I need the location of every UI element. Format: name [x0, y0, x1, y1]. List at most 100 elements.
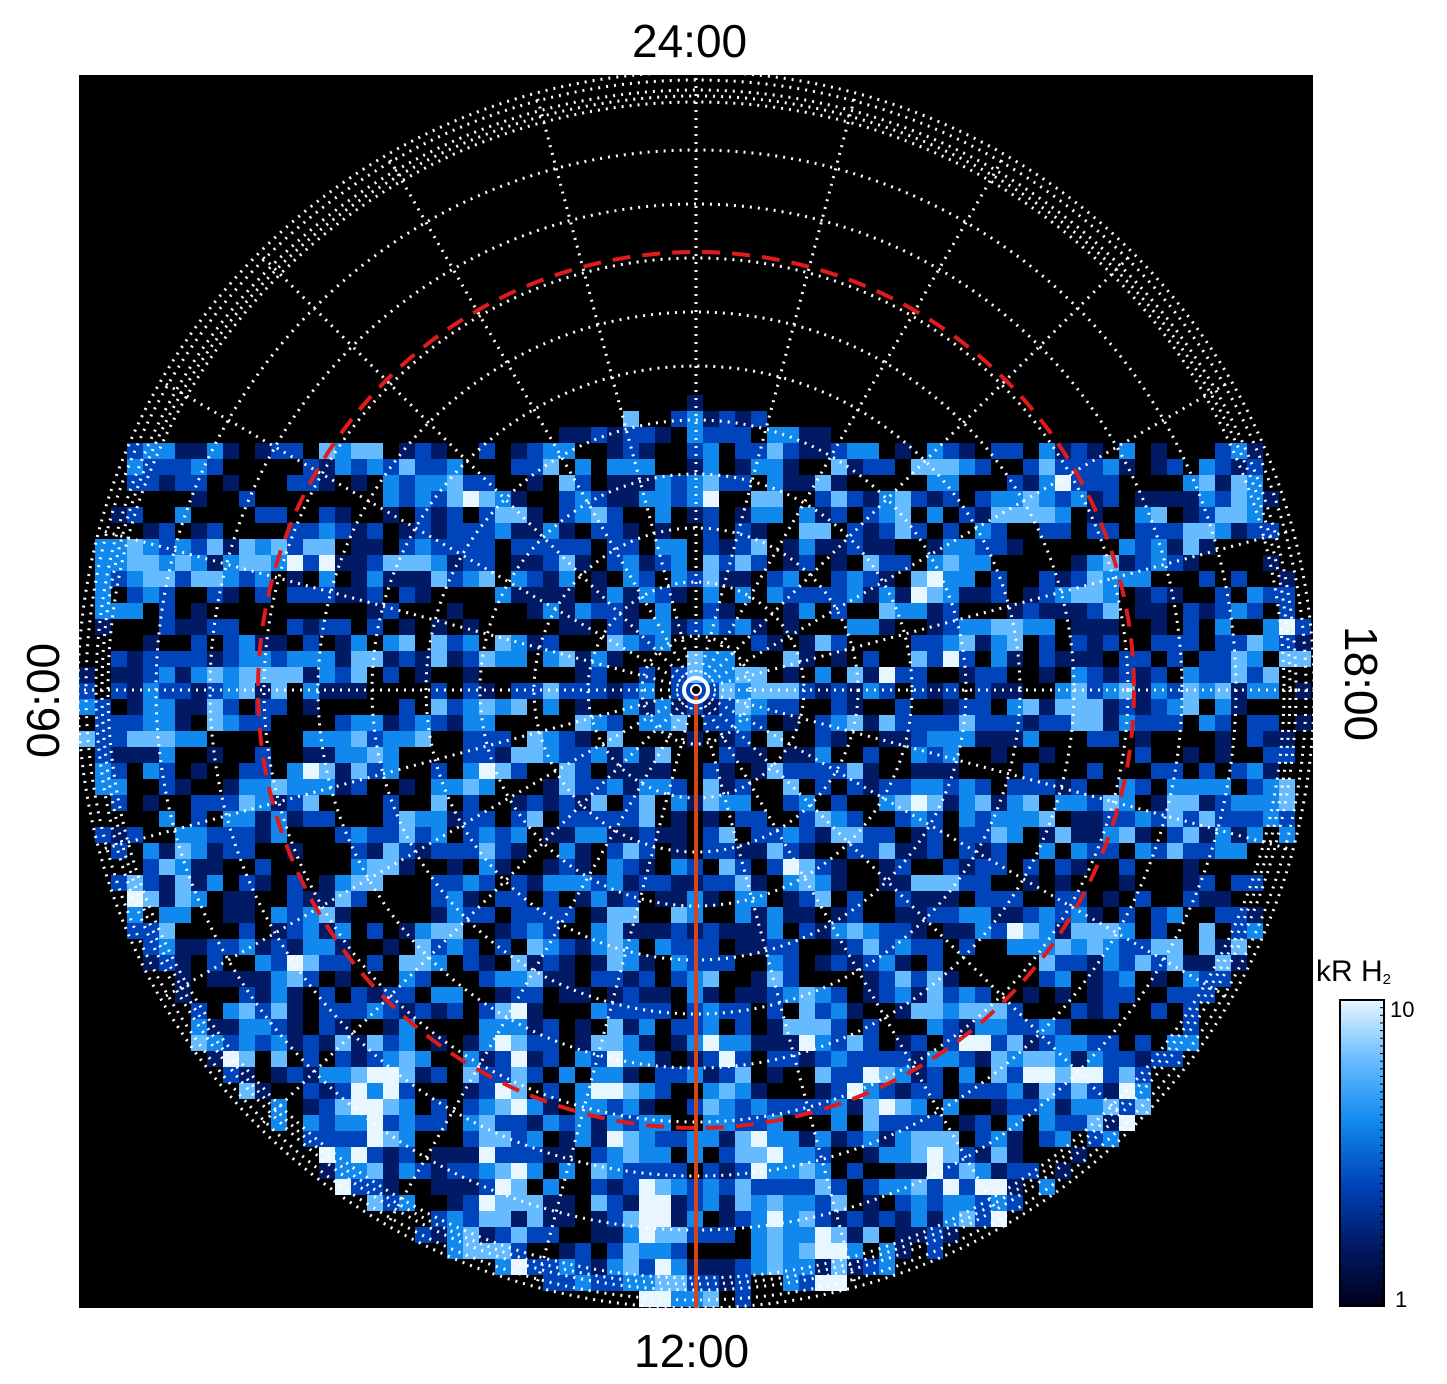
emission-cell [447, 987, 463, 1003]
emission-cell [575, 987, 591, 1003]
emission-cell [447, 475, 463, 491]
emission-cell [431, 955, 447, 971]
emission-cell [159, 811, 175, 827]
emission-cell [719, 1211, 735, 1227]
emission-cell [927, 619, 943, 635]
emission-cell [1167, 843, 1183, 859]
emission-cell [1199, 475, 1215, 491]
emission-cell [559, 443, 575, 459]
emission-cell [527, 923, 543, 939]
emission-cell [863, 939, 879, 955]
emission-cell [815, 1019, 831, 1035]
emission-cell [639, 1019, 655, 1035]
emission-cell [303, 555, 319, 571]
emission-cell [703, 939, 719, 955]
emission-cell [367, 1035, 383, 1051]
emission-cell [431, 1147, 447, 1163]
emission-cell [239, 811, 255, 827]
emission-cell [879, 1243, 895, 1259]
emission-cell [1119, 1099, 1135, 1115]
emission-cell [335, 1003, 351, 1019]
emission-cell [143, 939, 159, 955]
emission-cell [607, 1195, 623, 1211]
emission-cell [1039, 811, 1055, 827]
emission-cell [751, 1179, 767, 1195]
emission-cell [463, 491, 479, 507]
emission-cell [447, 507, 463, 523]
emission-cell [367, 459, 383, 475]
emission-cell [1023, 795, 1039, 811]
emission-cell [591, 571, 607, 587]
emission-cell [111, 747, 127, 763]
emission-cell [879, 1115, 895, 1131]
emission-cell [223, 539, 239, 555]
emission-cell [271, 683, 287, 699]
emission-cell [623, 491, 639, 507]
emission-cell [463, 763, 479, 779]
emission-cell [575, 1083, 591, 1099]
emission-cell [1103, 683, 1119, 699]
emission-cell [639, 763, 655, 779]
emission-cell [479, 1131, 495, 1147]
emission-cell [703, 971, 719, 987]
emission-cell [751, 507, 767, 523]
emission-cell [1215, 795, 1231, 811]
emission-cell [1039, 715, 1055, 731]
emission-cell [1231, 667, 1247, 683]
emission-cell [127, 715, 143, 731]
emission-cell [319, 939, 335, 955]
emission-cell [1263, 667, 1279, 683]
emission-cell [911, 763, 927, 779]
emission-cell [335, 523, 351, 539]
emission-cell [751, 907, 767, 923]
emission-cell [527, 587, 543, 603]
emission-cell [959, 923, 975, 939]
emission-cell [959, 1067, 975, 1083]
emission-cell [607, 1179, 623, 1195]
emission-cell [607, 635, 623, 651]
emission-cell [1119, 795, 1135, 811]
emission-cell [1087, 827, 1103, 843]
emission-cell [527, 683, 543, 699]
emission-cell [527, 955, 543, 971]
emission-cell [1199, 955, 1215, 971]
emission-cell [863, 555, 879, 571]
emission-cell [319, 459, 335, 475]
pole-marker-inner [690, 684, 702, 696]
emission-cell [303, 1131, 319, 1147]
emission-cell [655, 1131, 671, 1147]
emission-cell [527, 443, 543, 459]
emission-cell [111, 555, 127, 571]
emission-cell [607, 859, 623, 875]
emission-cell [1007, 891, 1023, 907]
emission-cell [735, 715, 751, 731]
emission-cell [799, 827, 815, 843]
emission-cell [607, 1211, 623, 1227]
emission-cell [575, 667, 591, 683]
emission-cell [703, 715, 719, 731]
emission-cell [799, 555, 815, 571]
emission-cell [591, 1003, 607, 1019]
emission-cell [639, 811, 655, 827]
emission-cell [831, 571, 847, 587]
emission-cell [623, 923, 639, 939]
emission-cell [591, 747, 607, 763]
emission-cell [239, 891, 255, 907]
emission-cell [847, 459, 863, 475]
emission-cell [399, 523, 415, 539]
emission-cell [639, 571, 655, 587]
emission-cell [703, 1019, 719, 1035]
emission-cell [1199, 539, 1215, 555]
emission-cell [639, 683, 655, 699]
emission-cell [303, 923, 319, 939]
emission-cell [239, 491, 255, 507]
emission-cell [975, 619, 991, 635]
emission-cell [1007, 1083, 1023, 1099]
emission-cell [943, 539, 959, 555]
emission-cell [911, 523, 927, 539]
emission-cell [367, 827, 383, 843]
emission-cell [943, 1211, 959, 1227]
emission-cell [207, 539, 223, 555]
emission-cell [799, 1003, 815, 1019]
emission-cell [367, 1179, 383, 1195]
